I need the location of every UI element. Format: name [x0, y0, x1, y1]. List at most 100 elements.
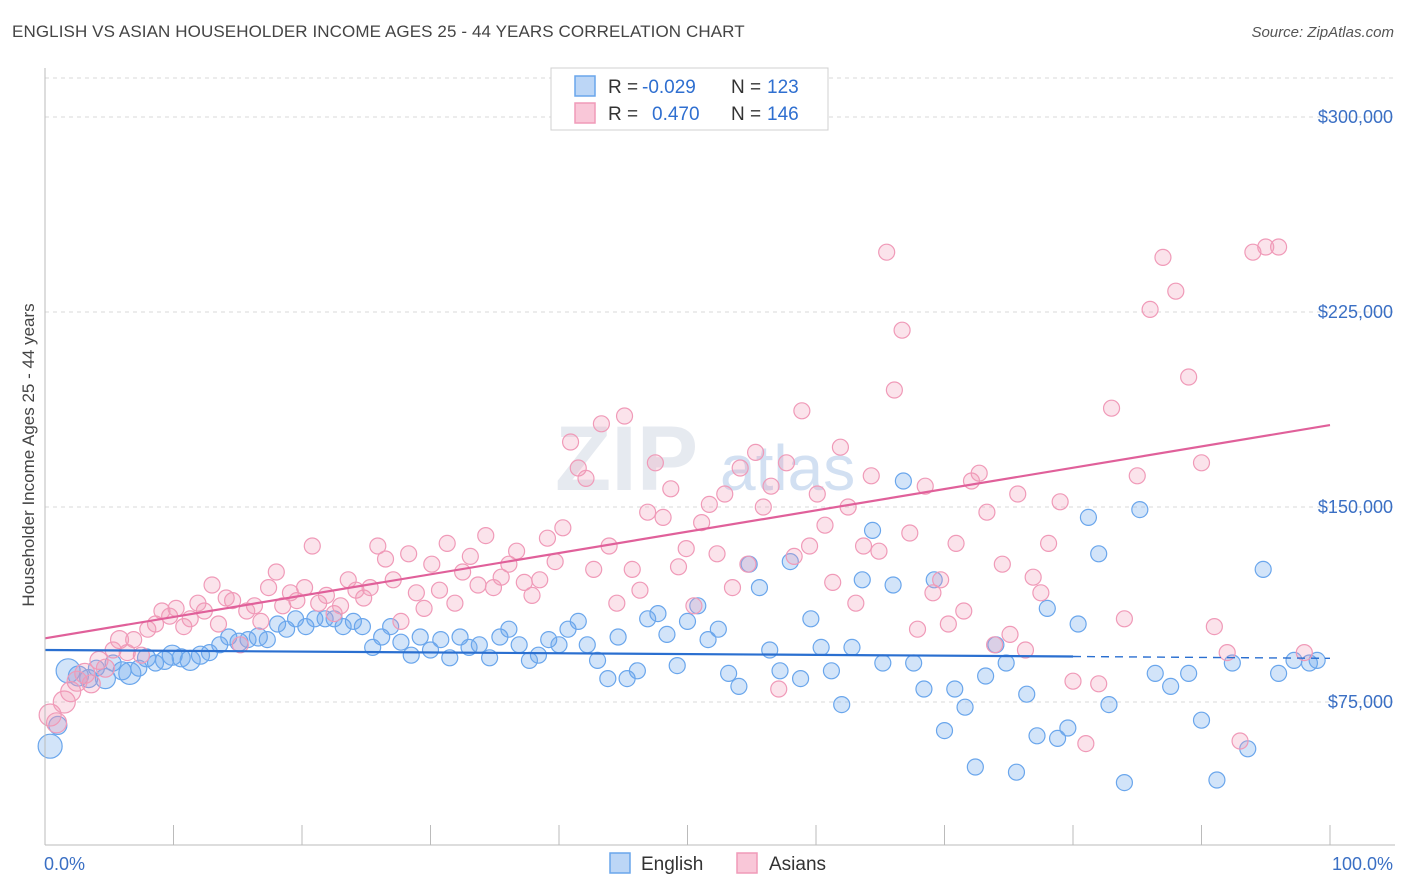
- english-point: [730, 677, 748, 696]
- asians-point: [885, 381, 903, 399]
- asians-point: [932, 571, 950, 589]
- english-point: [1090, 545, 1108, 563]
- asians-point: [1295, 643, 1313, 662]
- english-point: [894, 472, 912, 490]
- english-point: [1115, 773, 1134, 792]
- asians-point: [862, 467, 880, 485]
- asians-point: [267, 563, 285, 581]
- asians-point: [716, 485, 734, 503]
- asians-point: [916, 477, 934, 495]
- asians-point: [438, 534, 456, 553]
- x-tick-label-max: 100.0%: [1332, 854, 1393, 874]
- asians-point: [355, 589, 373, 607]
- asians-point: [708, 545, 726, 563]
- asians-point: [369, 537, 387, 555]
- series-english-points: [37, 472, 1326, 792]
- english-point: [540, 630, 558, 649]
- asians-point: [252, 612, 270, 631]
- asians-point: [507, 542, 526, 560]
- english-point: [843, 638, 861, 657]
- english-point: [578, 636, 596, 654]
- asians-point: [831, 438, 850, 456]
- y-tick-label: $225,000: [1318, 302, 1393, 322]
- asians-point: [1077, 734, 1095, 753]
- asians-point: [723, 578, 742, 597]
- asians-point: [1115, 610, 1134, 628]
- english-point: [802, 610, 820, 628]
- english-point: [1018, 685, 1036, 703]
- chart-source: Source: ZipAtlas.com: [1251, 24, 1394, 41]
- series-asians-points: [38, 238, 1313, 753]
- asians-point: [646, 454, 664, 472]
- english-point: [812, 638, 830, 657]
- english-point: [588, 651, 607, 670]
- asians-point: [592, 415, 611, 433]
- english-point: [874, 654, 892, 672]
- english-point: [884, 576, 902, 594]
- asians-point: [1009, 485, 1027, 503]
- y-tick-label: $300,000: [1318, 107, 1393, 127]
- bottom-legend-english: English: [641, 854, 703, 875]
- asians-point: [1180, 368, 1198, 386]
- english-point: [599, 669, 617, 688]
- asians-point: [693, 513, 711, 532]
- english-point: [569, 612, 587, 631]
- english-point: [1269, 664, 1288, 683]
- english-point: [500, 620, 518, 638]
- english-point: [771, 662, 789, 680]
- english-point: [649, 604, 667, 623]
- english-point: [956, 698, 974, 716]
- asians-point: [1167, 282, 1185, 300]
- x-tick-label-min: 0.0%: [44, 854, 85, 874]
- asians-point: [970, 464, 988, 482]
- english-point: [529, 646, 548, 664]
- asians-point: [45, 712, 68, 734]
- asians-point: [561, 433, 580, 451]
- legend-swatch-asians: [574, 102, 596, 124]
- english-point: [833, 695, 851, 714]
- english-point: [658, 625, 676, 644]
- asians-point: [816, 516, 834, 534]
- english-point: [411, 628, 429, 646]
- asians-point: [955, 602, 973, 620]
- english-point: [1131, 501, 1149, 519]
- english-point: [750, 578, 769, 597]
- english-point: [668, 656, 686, 675]
- asians-point: [731, 459, 749, 477]
- english-point: [268, 615, 287, 633]
- english-trend-extension: [1072, 655, 1331, 660]
- asians-point: [203, 576, 221, 594]
- asians-point: [747, 443, 765, 461]
- english-point: [1162, 677, 1180, 696]
- y-tick-label: $150,000: [1318, 497, 1393, 517]
- asians-point: [1039, 534, 1058, 553]
- english-point: [977, 667, 995, 685]
- asians-point: [739, 555, 757, 573]
- asians-point: [800, 537, 819, 555]
- asians-point: [523, 586, 541, 605]
- asians-point: [477, 526, 495, 545]
- english-point: [925, 571, 943, 589]
- legend-n-label-english: N =: [731, 77, 761, 98]
- english-point: [1059, 719, 1077, 737]
- english-point: [1007, 763, 1026, 781]
- english-point: [353, 617, 371, 636]
- watermark-zip: ZIP: [555, 408, 698, 510]
- english-point: [822, 662, 841, 680]
- legend-n-label-asians: N =: [731, 104, 761, 125]
- asians-point: [685, 597, 703, 615]
- asians-point: [939, 615, 957, 633]
- english-point: [470, 636, 488, 654]
- asians-point: [167, 599, 185, 618]
- asians-point: [870, 542, 888, 560]
- legend-r-value-english: -0.029: [642, 77, 696, 98]
- asians-point: [209, 615, 228, 633]
- asians-point: [461, 547, 479, 566]
- english-point: [171, 648, 191, 668]
- asians-point: [1218, 643, 1236, 662]
- english-point: [510, 636, 528, 654]
- asians-point: [669, 558, 688, 576]
- asians-point: [908, 620, 927, 638]
- asians-point: [1269, 238, 1288, 256]
- english-point: [1308, 651, 1326, 670]
